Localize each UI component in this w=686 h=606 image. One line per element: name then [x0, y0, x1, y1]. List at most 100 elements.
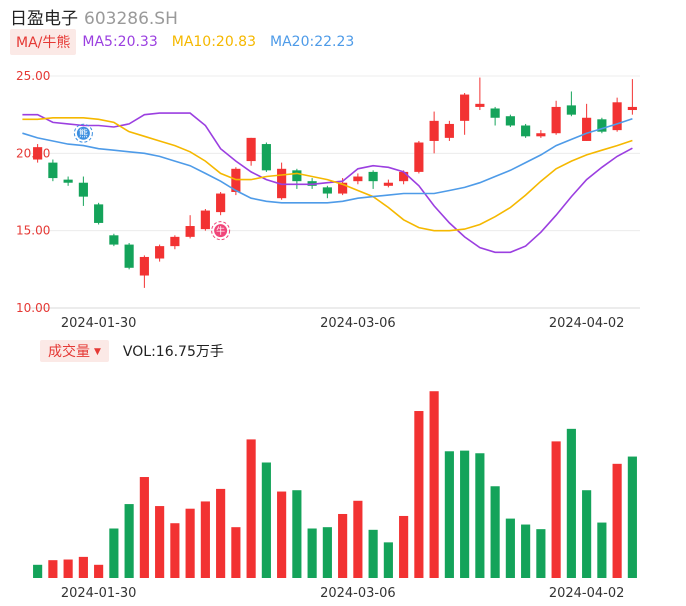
candle-up[interactable]: [33, 147, 43, 160]
ma10-line: [22, 117, 633, 232]
volume-bar[interactable]: [124, 504, 134, 578]
candle-down[interactable]: [94, 204, 104, 223]
bull-icon-ring: [211, 221, 231, 241]
candle-down[interactable]: [566, 105, 576, 115]
volume-bar[interactable]: [307, 528, 317, 579]
candle-up[interactable]: [338, 182, 348, 194]
volume-bar[interactable]: [185, 508, 195, 578]
volume-bar[interactable]: [612, 463, 622, 578]
candle-up[interactable]: [414, 142, 424, 172]
volume-bar[interactable]: [582, 490, 592, 578]
candle-down[interactable]: [505, 116, 515, 126]
price-gridlines: [30, 75, 640, 309]
candle-up[interactable]: [139, 256, 149, 276]
volume-bar[interactable]: [490, 486, 500, 578]
volume-bar[interactable]: [200, 501, 210, 578]
volume-bar[interactable]: [94, 564, 104, 578]
candle-up[interactable]: [383, 182, 393, 186]
volume-bar[interactable]: [414, 411, 424, 578]
volume-bar[interactable]: [292, 490, 302, 578]
x-tick-label: 2024-04-02: [549, 586, 625, 601]
moving-average-lines: [22, 112, 633, 254]
bear-icon-ring: [73, 123, 93, 143]
candle-up[interactable]: [216, 193, 226, 213]
candle-down[interactable]: [48, 162, 58, 179]
volume-bar[interactable]: [48, 560, 58, 578]
ma-legend: MA/牛熊 MA5:20.33 MA10:20.83 MA20:22.23: [10, 29, 368, 55]
signal-markers: 熊牛: [73, 123, 231, 241]
volume-bar[interactable]: [139, 477, 149, 578]
candle-down[interactable]: [521, 125, 531, 137]
candle-down[interactable]: [109, 235, 119, 245]
volume-bar[interactable]: [63, 559, 73, 578]
candle-up[interactable]: [460, 94, 470, 121]
candle-up[interactable]: [627, 106, 637, 111]
candle-down[interactable]: [322, 187, 332, 194]
volume-bar[interactable]: [551, 441, 561, 578]
volume-bar[interactable]: [399, 515, 409, 578]
volume-indicator-label: 成交量: [48, 344, 90, 360]
volume-bar[interactable]: [338, 513, 348, 578]
volume-bar[interactable]: [460, 450, 470, 578]
volume-bar[interactable]: [277, 491, 287, 578]
candle-down[interactable]: [490, 108, 500, 118]
volume-bar[interactable]: [627, 456, 637, 578]
volume-bar[interactable]: [322, 527, 332, 578]
volume-bar[interactable]: [536, 529, 546, 578]
volume-bar[interactable]: [246, 439, 256, 578]
volume-bar[interactable]: [383, 542, 393, 578]
candle-up[interactable]: [200, 210, 210, 230]
volume-bar[interactable]: [429, 391, 439, 578]
candle-up[interactable]: [475, 103, 485, 107]
ma5-line: [22, 112, 633, 254]
volume-bar[interactable]: [109, 528, 119, 579]
candle-down[interactable]: [78, 182, 88, 197]
y-tick-label: 20.00: [16, 146, 50, 160]
volume-bar[interactable]: [505, 518, 515, 578]
volume-bar[interactable]: [597, 522, 607, 578]
volume-bar[interactable]: [33, 564, 43, 578]
volume-bar[interactable]: [566, 428, 576, 578]
candle-up[interactable]: [353, 176, 363, 182]
candle-up[interactable]: [444, 123, 454, 138]
candle-up[interactable]: [170, 236, 180, 247]
bear-icon-glyph: 熊: [79, 128, 88, 140]
bear-icon[interactable]: 熊: [73, 123, 93, 143]
volume-bar[interactable]: [170, 523, 180, 578]
candle-down[interactable]: [368, 171, 378, 182]
candle-up[interactable]: [246, 137, 256, 162]
candle-up[interactable]: [185, 226, 195, 237]
candle-up[interactable]: [399, 171, 409, 182]
volume-bar[interactable]: [261, 462, 271, 579]
candle-down[interactable]: [63, 179, 73, 183]
volume-bar[interactable]: [155, 506, 165, 578]
candle-down[interactable]: [292, 170, 302, 182]
ma5-legend: MA5:20.33: [82, 34, 158, 50]
candle-up[interactable]: [612, 102, 622, 131]
candle-down[interactable]: [261, 144, 271, 171]
candle-up[interactable]: [536, 133, 546, 137]
x-tick-label: 2024-01-30: [61, 586, 137, 601]
volume-bar[interactable]: [231, 527, 241, 578]
date-axis: 2024-01-30 2024-03-06 2024-04-02: [61, 316, 625, 331]
candle-up[interactable]: [582, 117, 592, 141]
volume-legend: 成交量 ▼ VOL:16.75万手: [40, 340, 224, 362]
volume-bar[interactable]: [368, 529, 378, 578]
candle-down[interactable]: [124, 244, 134, 268]
volume-bar[interactable]: [216, 488, 226, 578]
stock-code: 603286.SH: [84, 9, 178, 29]
candle-up[interactable]: [429, 120, 439, 141]
volume-indicator-dropdown[interactable]: 成交量 ▼: [40, 340, 109, 362]
ma-toggle-button[interactable]: MA/牛熊: [10, 29, 77, 55]
candle-down[interactable]: [597, 119, 607, 132]
stock-title: 日盈电子 603286.SH: [10, 4, 178, 29]
candle-up[interactable]: [155, 246, 165, 259]
volume-bar[interactable]: [475, 453, 485, 578]
candle-up[interactable]: [551, 106, 561, 134]
volume-bar[interactable]: [353, 500, 363, 578]
volume-bar[interactable]: [521, 524, 531, 578]
volume-bar[interactable]: [78, 556, 88, 578]
volume-bar[interactable]: [444, 451, 454, 578]
bull-icon[interactable]: 牛: [211, 221, 231, 241]
